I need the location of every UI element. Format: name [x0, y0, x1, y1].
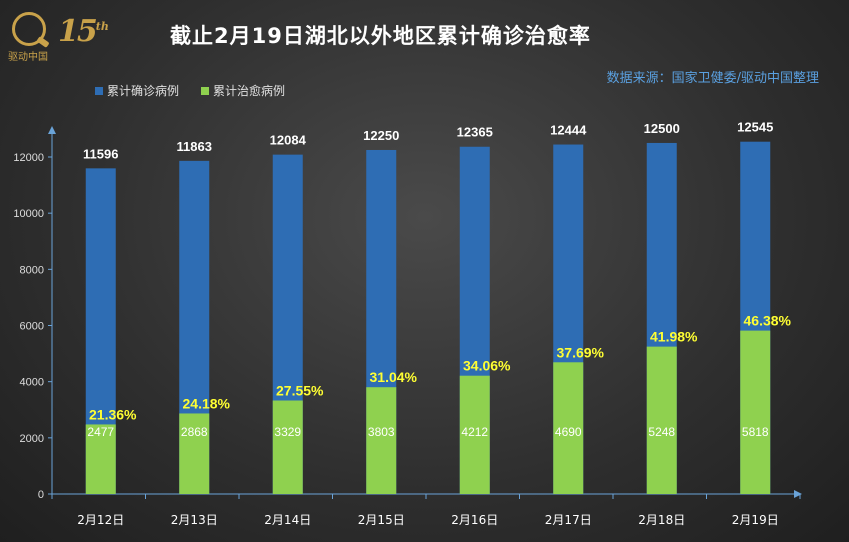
logo: 15th 驱动中国 — [8, 10, 118, 63]
y-tick-label: 8000 — [20, 264, 44, 276]
cured-value-label: 5818 — [742, 425, 769, 439]
x-tick-label: 2月13日 — [171, 513, 218, 527]
cured-value-label: 5248 — [648, 425, 675, 439]
confirmed-value-label: 12250 — [363, 128, 399, 143]
legend: 累计确诊病例 累计治愈病例 — [95, 82, 285, 99]
confirmed-value-label: 12500 — [644, 121, 680, 136]
legend-label-cured: 累计治愈病例 — [213, 84, 286, 98]
x-tick-label: 2月15日 — [358, 513, 405, 527]
cure-rate-label: 41.98% — [650, 329, 698, 345]
cure-rate-label: 24.18% — [183, 395, 231, 411]
cured-value-label: 3803 — [368, 425, 395, 439]
bar-cured — [646, 346, 677, 494]
confirmed-value-label: 11596 — [83, 146, 118, 161]
logo-anniversary: 15th — [58, 14, 109, 49]
bar-cured — [179, 413, 210, 494]
y-tick-label: 0 — [38, 489, 44, 501]
y-tick-label: 10000 — [13, 208, 44, 220]
cured-value-label: 4212 — [461, 425, 488, 439]
confirmed-value-label: 12545 — [737, 120, 773, 135]
legend-swatch-confirmed — [95, 86, 103, 95]
bar-cured — [366, 387, 397, 494]
legend-item-cured: 累计治愈病例 — [201, 82, 285, 99]
y-tick-label: 4000 — [20, 377, 44, 389]
cured-value-label: 4690 — [555, 425, 582, 439]
x-tick-label: 2月17日 — [545, 513, 592, 527]
y-tick-label: 12000 — [13, 152, 44, 164]
x-axis-arrow — [794, 490, 802, 498]
chart-title: 截止2月19日湖北以外地区累计确诊治愈率 — [170, 24, 591, 48]
data-source: 数据来源：国家卫健委/驱动中国整理 — [606, 71, 819, 86]
y-tick-label: 6000 — [20, 321, 44, 333]
confirmed-value-label: 12365 — [457, 125, 493, 140]
confirmed-value-label: 12444 — [550, 123, 587, 138]
bar-cured — [459, 375, 490, 494]
logo-q-icon — [12, 12, 46, 46]
bar-cured — [272, 400, 303, 494]
legend-label-confirmed: 累计确诊病例 — [107, 84, 180, 98]
bar-cured — [740, 330, 771, 494]
cure-rate-label: 21.36% — [89, 406, 137, 422]
logo-name: 驱动中国 — [8, 52, 48, 63]
cure-rate-label: 34.06% — [463, 358, 511, 374]
bar-cured — [553, 362, 584, 494]
cure-rate-label: 27.55% — [276, 383, 324, 399]
cure-rate-label: 46.38% — [744, 313, 792, 329]
cure-rate-label: 37.69% — [557, 344, 605, 360]
legend-item-confirmed: 累计确诊病例 — [95, 82, 179, 99]
cure-rate-label: 31.04% — [370, 369, 418, 385]
y-tick-label: 2000 — [20, 433, 44, 445]
cured-value-label: 3329 — [274, 425, 301, 439]
x-tick-label: 2月19日 — [732, 513, 779, 527]
y-axis-arrow — [48, 126, 56, 134]
confirmed-value-label: 11863 — [177, 139, 212, 154]
x-tick-label: 2月14日 — [264, 513, 311, 527]
bar-cured — [85, 424, 116, 494]
x-tick-label: 2月18日 — [638, 513, 685, 527]
cured-value-label: 2868 — [181, 425, 208, 439]
x-tick-label: 2月16日 — [451, 513, 498, 527]
x-tick-label: 2月12日 — [77, 513, 124, 527]
cured-value-label: 2477 — [87, 425, 114, 439]
confirmed-value-label: 12084 — [270, 133, 307, 148]
legend-swatch-cured — [201, 86, 210, 95]
